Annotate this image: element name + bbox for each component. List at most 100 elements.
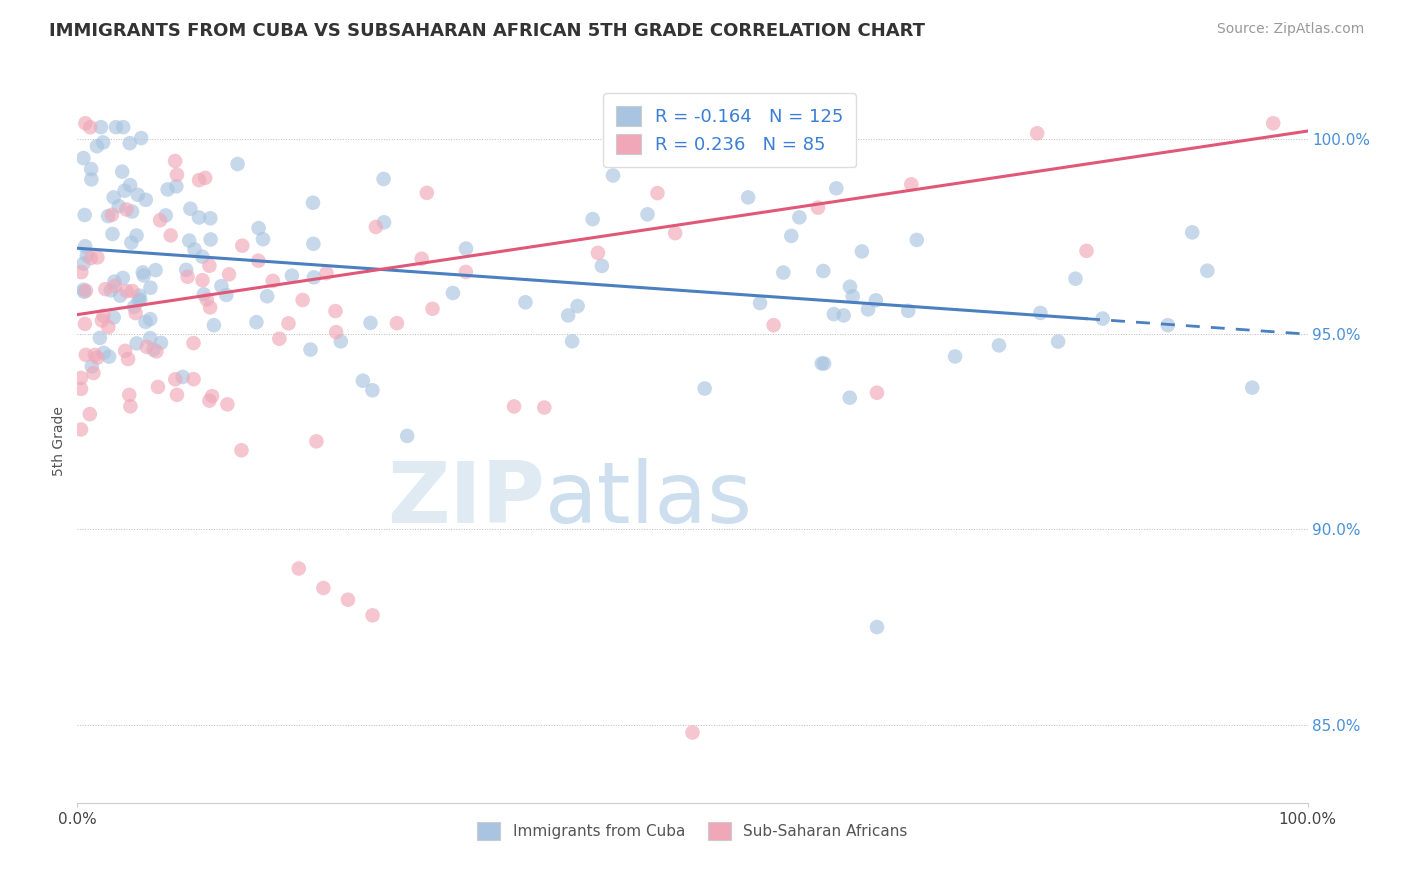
Point <box>194 170 217 185</box>
Point <box>749 296 772 310</box>
Point <box>866 620 889 634</box>
Point <box>80 251 103 265</box>
Point <box>127 187 149 202</box>
Point <box>385 316 408 330</box>
Point <box>422 301 444 316</box>
Point <box>337 592 360 607</box>
Text: ZIP: ZIP <box>387 458 546 541</box>
Point <box>155 209 177 223</box>
Point <box>165 372 187 386</box>
Point <box>191 250 214 264</box>
Point <box>1091 311 1114 326</box>
Point <box>121 204 143 219</box>
Point <box>70 422 93 436</box>
Point <box>195 293 218 307</box>
Point <box>191 273 214 287</box>
Point <box>122 300 145 314</box>
Point <box>76 248 98 262</box>
Point <box>1181 226 1204 240</box>
Point <box>198 259 221 273</box>
Point <box>515 295 537 310</box>
Point <box>118 136 141 150</box>
Point <box>1029 306 1052 320</box>
Point <box>813 356 835 370</box>
Point <box>72 283 94 297</box>
Point <box>231 443 253 458</box>
Legend: Immigrants from Cuba, Sub-Saharan Africans: Immigrants from Cuba, Sub-Saharan Africa… <box>471 816 914 846</box>
Point <box>139 281 162 295</box>
Point <box>256 289 278 303</box>
Point <box>101 227 124 241</box>
Point <box>139 312 162 326</box>
Point <box>411 252 433 266</box>
Point <box>582 212 605 227</box>
Point <box>352 374 374 388</box>
Point <box>905 233 928 247</box>
Point <box>1064 271 1087 285</box>
Point <box>647 186 669 200</box>
Point <box>183 336 205 351</box>
Point <box>231 238 253 252</box>
Point <box>810 356 832 370</box>
Point <box>302 270 325 285</box>
Point <box>772 266 794 280</box>
Point <box>118 388 141 402</box>
Point <box>94 282 117 296</box>
Point <box>86 351 108 365</box>
Point <box>943 350 966 364</box>
Point <box>135 340 157 354</box>
Point <box>441 285 464 300</box>
Point <box>75 284 97 298</box>
Point <box>179 202 201 216</box>
Point <box>1026 126 1049 140</box>
Point <box>1047 334 1070 349</box>
Point <box>132 265 155 279</box>
Point <box>117 351 139 366</box>
Point <box>988 338 1011 352</box>
Point <box>277 317 299 331</box>
Point <box>174 262 197 277</box>
Point <box>188 211 211 225</box>
Point <box>112 120 135 135</box>
Point <box>103 275 125 289</box>
Point <box>602 169 624 183</box>
Point <box>299 343 322 357</box>
Point <box>533 401 555 415</box>
Point <box>165 153 187 168</box>
Point <box>866 385 889 400</box>
Point <box>125 228 148 243</box>
Point <box>1076 244 1098 258</box>
Point <box>856 302 879 317</box>
Point <box>416 186 439 200</box>
Point <box>291 293 314 307</box>
Point <box>103 310 125 325</box>
Point <box>179 234 201 248</box>
Point <box>780 228 803 243</box>
Point <box>91 136 114 150</box>
Point <box>145 263 167 277</box>
Point <box>825 181 848 195</box>
Point <box>172 370 194 384</box>
Point <box>193 287 215 301</box>
Point <box>561 334 583 349</box>
Point <box>839 279 862 293</box>
Point <box>900 178 922 192</box>
Point <box>111 271 134 285</box>
Point <box>89 331 111 345</box>
Point <box>97 320 120 334</box>
Point <box>79 407 101 421</box>
Point <box>737 190 759 204</box>
Point <box>72 256 94 270</box>
Point <box>247 221 270 235</box>
Point <box>360 316 382 330</box>
Point <box>70 382 93 396</box>
Point <box>591 259 613 273</box>
Point <box>142 343 165 357</box>
Point <box>129 293 152 307</box>
Point <box>139 331 162 345</box>
Point <box>202 318 225 333</box>
Point <box>252 232 274 246</box>
Point <box>70 265 93 279</box>
Point <box>104 120 127 135</box>
Point <box>70 371 93 385</box>
